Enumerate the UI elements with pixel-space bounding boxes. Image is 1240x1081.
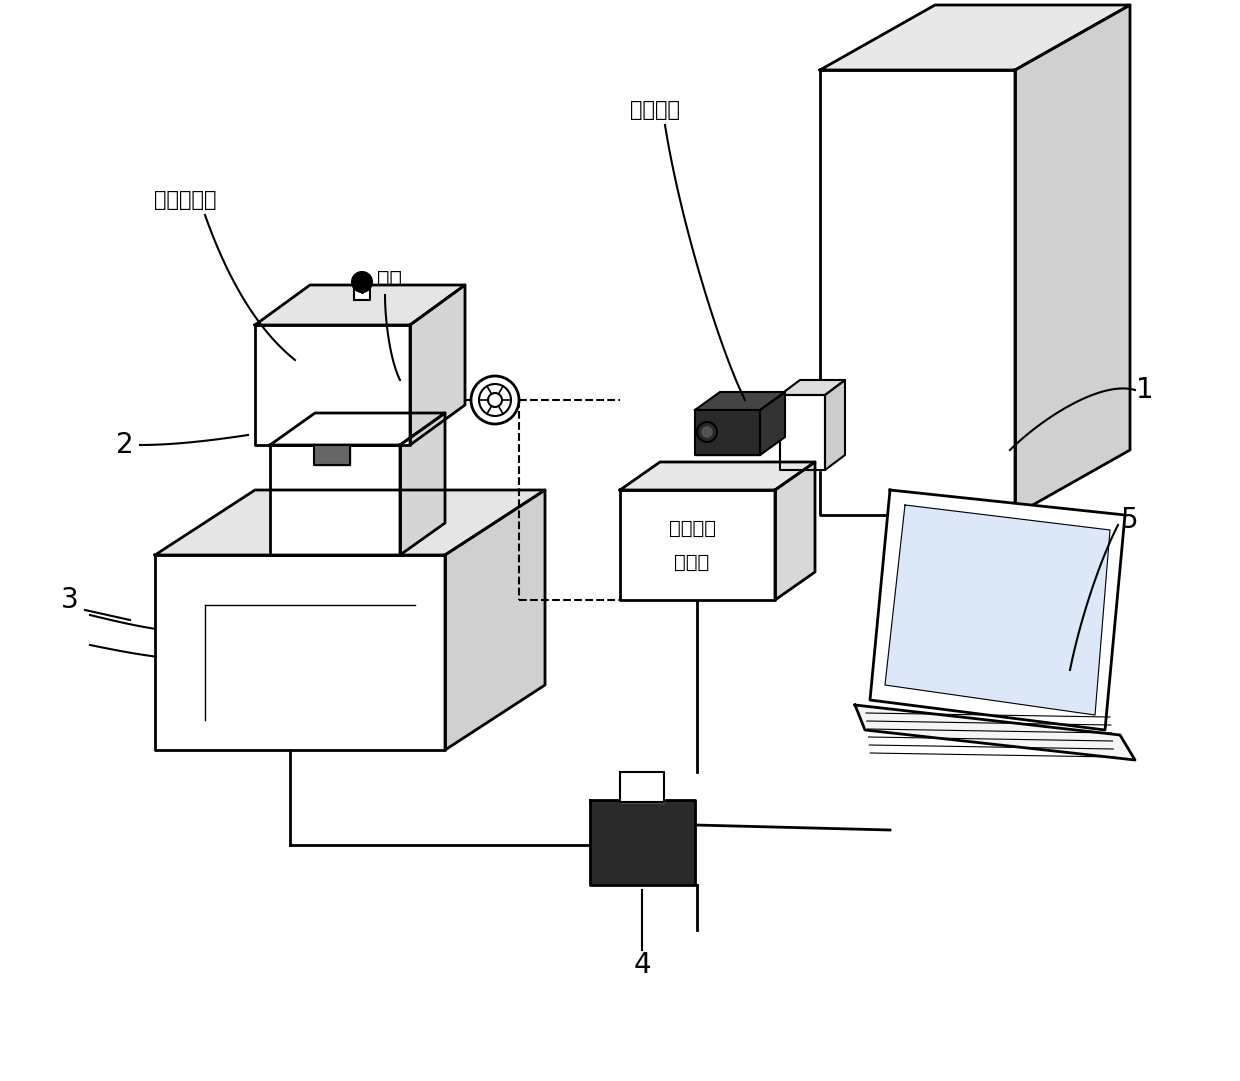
Polygon shape xyxy=(353,288,370,301)
Polygon shape xyxy=(270,445,401,555)
Polygon shape xyxy=(590,800,694,885)
Polygon shape xyxy=(820,70,1016,515)
Polygon shape xyxy=(780,381,844,395)
Polygon shape xyxy=(620,490,775,600)
Polygon shape xyxy=(155,490,546,555)
Polygon shape xyxy=(620,462,815,490)
Polygon shape xyxy=(155,555,445,750)
Polygon shape xyxy=(410,285,465,445)
Polygon shape xyxy=(885,505,1110,715)
Polygon shape xyxy=(620,772,663,802)
Text: 2: 2 xyxy=(117,431,134,459)
Text: 被跟踪目标: 被跟踪目标 xyxy=(154,190,216,210)
Text: 5: 5 xyxy=(1121,506,1138,534)
Text: 4: 4 xyxy=(634,951,651,979)
Polygon shape xyxy=(314,445,350,465)
Circle shape xyxy=(702,427,712,437)
Polygon shape xyxy=(270,413,445,445)
Polygon shape xyxy=(825,381,844,470)
Text: 处理器: 处理器 xyxy=(675,552,709,572)
Text: 靶标: 靶标 xyxy=(377,270,403,290)
Circle shape xyxy=(352,272,372,292)
Polygon shape xyxy=(255,325,410,445)
Polygon shape xyxy=(1016,5,1130,515)
Polygon shape xyxy=(780,395,825,470)
Polygon shape xyxy=(820,5,1130,70)
Polygon shape xyxy=(775,462,815,600)
Polygon shape xyxy=(445,490,546,750)
Polygon shape xyxy=(401,413,445,555)
Text: 跟踪相机: 跟踪相机 xyxy=(630,101,680,120)
Polygon shape xyxy=(870,490,1125,730)
Text: 视觉跟踪: 视觉跟踪 xyxy=(668,519,715,537)
Text: 3: 3 xyxy=(61,586,79,614)
Polygon shape xyxy=(856,705,1135,760)
Polygon shape xyxy=(694,392,785,410)
Polygon shape xyxy=(255,285,465,325)
Polygon shape xyxy=(760,392,785,455)
Text: 1: 1 xyxy=(1136,376,1153,404)
Polygon shape xyxy=(694,410,760,455)
